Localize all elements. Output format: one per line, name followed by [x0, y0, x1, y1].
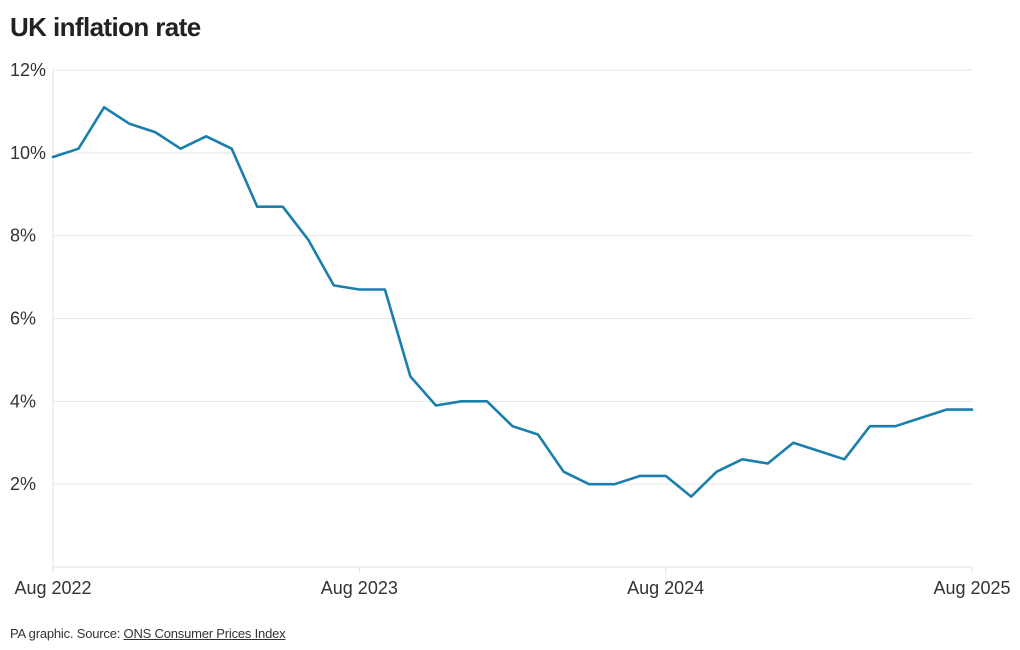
- y-tick-label: 10%: [10, 143, 46, 163]
- gridlines: [53, 69, 972, 485]
- x-tick-label: Aug 2022: [14, 578, 91, 598]
- y-tick-label: 12%: [10, 60, 46, 80]
- chart-title: UK inflation rate: [10, 12, 201, 42]
- line-chart: 2%4%6%8%10%12% Aug 2022 Aug 2023 Aug 2024 A…: [10, 60, 1011, 598]
- y-tick-label: 6%: [10, 309, 36, 329]
- x-tick-label: Aug 2025: [933, 578, 1010, 598]
- series-layer: [51, 106, 974, 498]
- y-axis-tick-labels: 2% 4% 6% 8% 10% 12%: [10, 60, 46, 494]
- y-tick-label: 8%: [10, 226, 36, 246]
- y-tick-label: 4%: [10, 391, 36, 411]
- series-line: [51, 106, 974, 498]
- source-footer: PA graphic. Source: ONS Consumer Prices …: [10, 626, 286, 641]
- axes: [52, 70, 973, 573]
- footer-prefix: PA graphic. Source:: [10, 626, 124, 641]
- x-tick-label: Aug 2024: [627, 578, 704, 598]
- source-link[interactable]: ONS Consumer Prices Index: [123, 626, 286, 641]
- x-tick-label: Aug 2023: [321, 578, 398, 598]
- y-tick-label: 2%: [10, 474, 36, 494]
- x-axis-tick-labels: Aug 2022 Aug 2023 Aug 2024 Aug 2025: [14, 578, 1010, 598]
